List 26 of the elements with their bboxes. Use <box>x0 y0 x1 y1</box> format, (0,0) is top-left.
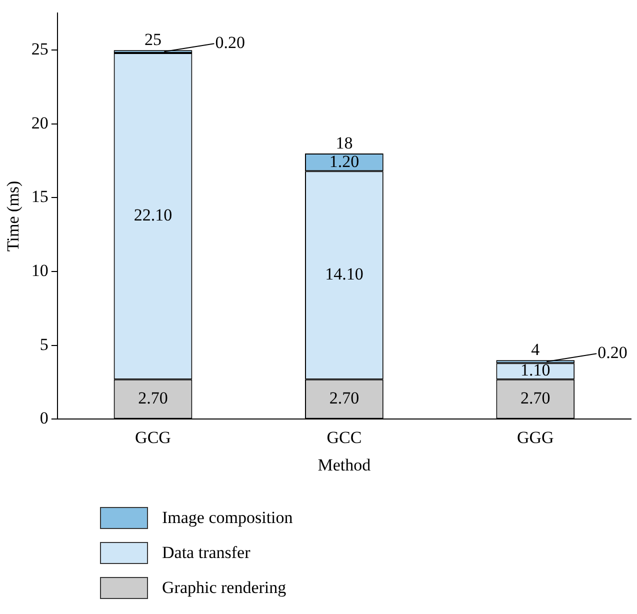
legend-label: Data transfer <box>162 542 250 562</box>
x-tick-label: GCG <box>135 428 171 447</box>
data-label: 1.10 <box>520 360 550 380</box>
data-label: 0.20 <box>215 33 245 52</box>
data-label: 2.70 <box>329 388 360 408</box>
data-label: 2.70 <box>520 388 550 408</box>
legend-label: Graphic rendering <box>162 578 286 598</box>
total-label: 4 <box>531 340 540 360</box>
x-tick-label: GGG <box>516 428 554 447</box>
data-label: 14.10 <box>325 264 364 284</box>
y-tick-label: 5 <box>40 334 48 354</box>
y-tick-label: 20 <box>31 113 48 132</box>
y-axis-title: Time (ms) <box>4 180 23 252</box>
y-tick-label: 15 <box>31 187 48 206</box>
x-tick-label: GCC <box>326 428 362 447</box>
y-tick-label: 25 <box>31 40 48 59</box>
data-label: 0.20 <box>598 343 628 362</box>
y-tick-label: 10 <box>31 261 48 280</box>
x-axis-title: Method <box>318 455 372 474</box>
data-label: 1.20 <box>329 152 360 171</box>
y-tick-label: 0 <box>40 408 48 428</box>
data-label: 2.70 <box>138 388 168 408</box>
total-label: 18 <box>336 133 353 152</box>
legend-label: Image composition <box>162 508 293 528</box>
data-label: 22.10 <box>134 206 172 225</box>
total-label: 25 <box>144 30 162 50</box>
